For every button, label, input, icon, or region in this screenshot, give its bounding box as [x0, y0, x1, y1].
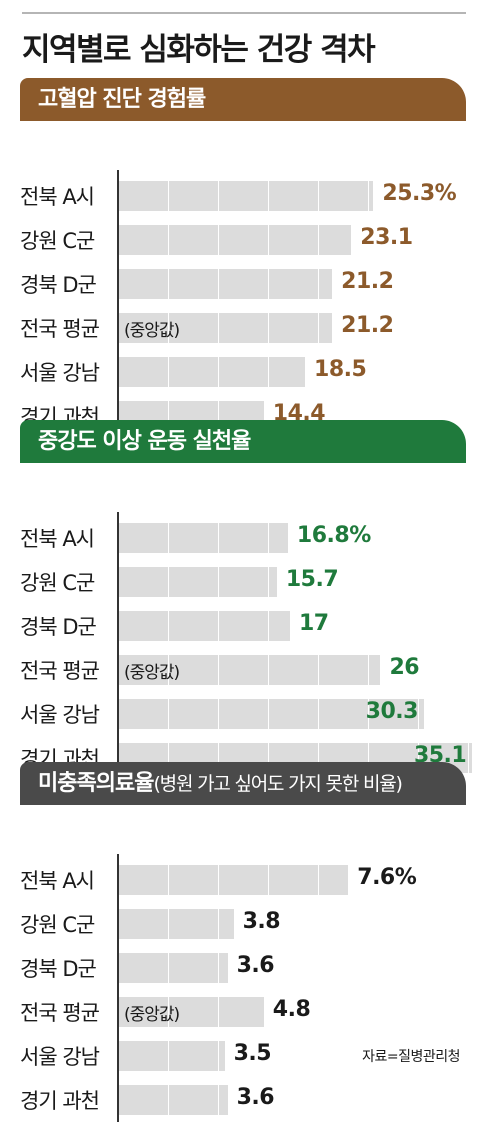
bar	[119, 699, 424, 729]
axis-line	[117, 170, 119, 438]
bar	[119, 357, 306, 387]
bar	[119, 269, 333, 299]
chart-header: 중강도 이상 운동 실천율	[20, 420, 466, 463]
category-label: 경북 D군	[20, 615, 97, 639]
category-label: 전북 A시	[20, 527, 95, 551]
bar-row: 경기 과천 3.6	[20, 1078, 466, 1122]
bar-row: 전국 평균 (중앙값) 4.8	[20, 990, 466, 1034]
bar-row: 경북 D군 17	[20, 604, 466, 648]
bar	[119, 181, 374, 211]
chart-title: 고혈압 진단 경험률	[38, 87, 206, 112]
value-label: 3.6	[236, 1085, 275, 1110]
bar-row: 서울 강남 18.5	[20, 350, 466, 394]
category-label: 전국 평균	[20, 317, 100, 341]
bar-row: 전국 평균 (중앙값) 26	[20, 648, 466, 692]
category-label: 경북 D군	[20, 957, 97, 981]
chart-header: 고혈압 진단 경험률	[20, 78, 466, 121]
bar	[119, 567, 277, 597]
bar-row: 전국 평균 (중앙값) 21.2	[20, 306, 466, 350]
bar-row: 전북 A시 7.6%	[20, 858, 466, 902]
category-label: 경기 과천	[20, 1089, 100, 1113]
category-label: 강원 C군	[20, 571, 95, 595]
top-rule	[22, 12, 466, 14]
category-label: 경북 D군	[20, 273, 97, 297]
chart-title: 중강도 이상 운동 실천율	[38, 429, 251, 454]
value-label: 21.2	[341, 269, 394, 294]
bar-row: 서울 강남 3.5	[20, 1034, 466, 1078]
bar	[119, 225, 352, 255]
median-note: (중앙값)	[124, 1005, 180, 1025]
median-note: (중앙값)	[124, 321, 180, 341]
bar	[119, 953, 228, 983]
bar	[119, 313, 333, 343]
bar-row: 경북 D군 3.6	[20, 946, 466, 990]
value-label: 30.3	[365, 699, 419, 724]
bar-row: 경북 D군 21.2	[20, 262, 466, 306]
bar-row: 전북 A시 16.8%	[20, 516, 466, 560]
category-label: 강원 C군	[20, 229, 95, 253]
value-label: 4.8	[272, 997, 311, 1022]
bar-row: 강원 C군 15.7	[20, 560, 466, 604]
source-note: 자료=질병관리청	[362, 1049, 460, 1065]
bar	[119, 865, 349, 895]
value-label: 18.5	[314, 357, 367, 382]
category-label: 강원 C군	[20, 913, 95, 937]
bar	[119, 1085, 228, 1115]
value-label: 3.5	[233, 1041, 272, 1066]
median-note: (중앙값)	[124, 663, 180, 683]
value-label: 15.7	[285, 567, 339, 592]
value-label: 26	[389, 655, 420, 680]
bar-row: 전북 A시 25.3%	[20, 174, 466, 218]
category-label: 전국 평균	[20, 659, 100, 683]
value-label: 21.2	[341, 313, 394, 338]
value-label: 25.3%	[382, 181, 457, 206]
chart-hypertension: 고혈압 진단 경험률 전북 A시 25.3% 강원 C군 23.1 경북 D군 21.2 전…	[20, 78, 466, 438]
value-label: 3.6	[236, 953, 275, 978]
value-label: 7.6%	[357, 865, 417, 890]
category-label: 전북 A시	[20, 185, 95, 209]
bar-row: 강원 C군 23.1	[20, 218, 466, 262]
chart-unmet-medical: 미충족의료율(병원 가고 싶어도 가지 못한 비율) 전북 A시 7.6% 강원 C…	[20, 762, 466, 1122]
chart-title: 미충족의료율	[38, 771, 154, 796]
bar	[119, 909, 234, 939]
bar	[119, 523, 288, 553]
axis-line	[117, 512, 119, 780]
value-label: 16.8%	[296, 523, 371, 548]
bar	[119, 1041, 225, 1071]
chart-subtitle: (병원 가고 싶어도 가지 못한 비율)	[153, 773, 402, 795]
page-title: 지역별로 심화하는 건강 격차	[22, 32, 376, 68]
value-label: 17	[298, 611, 329, 636]
axis-line	[117, 854, 119, 1122]
chart-exercise: 중강도 이상 운동 실천율 전북 A시 16.8% 강원 C군 15.7 경북 D군 17…	[20, 420, 472, 780]
category-label: 전국 평균	[20, 1001, 100, 1025]
bar	[119, 611, 290, 641]
value-label: 23.1	[360, 225, 413, 250]
bar-row: 서울 강남 30.3	[20, 692, 466, 736]
value-label: 3.8	[242, 909, 281, 934]
category-label: 서울 강남	[20, 1045, 100, 1069]
category-label: 서울 강남	[20, 703, 100, 727]
bar-row: 강원 C군 3.8	[20, 902, 466, 946]
bar	[119, 997, 264, 1027]
category-label: 전북 A시	[20, 869, 95, 893]
chart-header: 미충족의료율(병원 가고 싶어도 가지 못한 비율)	[20, 762, 466, 805]
category-label: 서울 강남	[20, 361, 100, 385]
bar	[119, 655, 381, 685]
